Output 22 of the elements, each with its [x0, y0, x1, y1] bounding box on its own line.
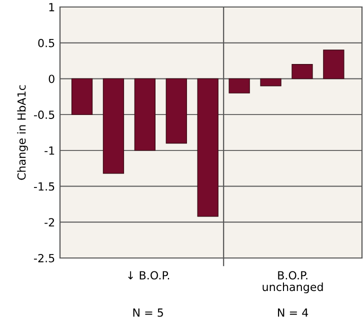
text: N = 4	[278, 308, 308, 317]
y-tick-label: -0.5	[34, 110, 54, 119]
y-tick-label: 0	[48, 74, 54, 84]
y-axis-title: Change in HbA1c	[17, 85, 28, 180]
bar	[71, 78, 93, 115]
y-tick-label: -2.5	[34, 254, 54, 262]
bar	[197, 78, 218, 217]
bar	[260, 78, 282, 86]
bar	[228, 78, 250, 94]
bar	[102, 78, 124, 174]
y-tick-label: -1.5	[34, 182, 54, 191]
text: B.O.P. unchanged	[262, 271, 323, 294]
bar	[166, 78, 187, 144]
bar	[134, 78, 156, 151]
y-tick-label: 0.5	[38, 38, 54, 48]
bar	[323, 50, 344, 80]
y-tick-label: -2	[44, 218, 54, 226]
text: N = 5	[133, 308, 163, 317]
y-tick-label: -1	[44, 146, 54, 155]
text: ↓ B.O.P.	[128, 271, 170, 280]
bar	[292, 64, 313, 80]
y-tick-label: 1	[49, 3, 54, 12]
